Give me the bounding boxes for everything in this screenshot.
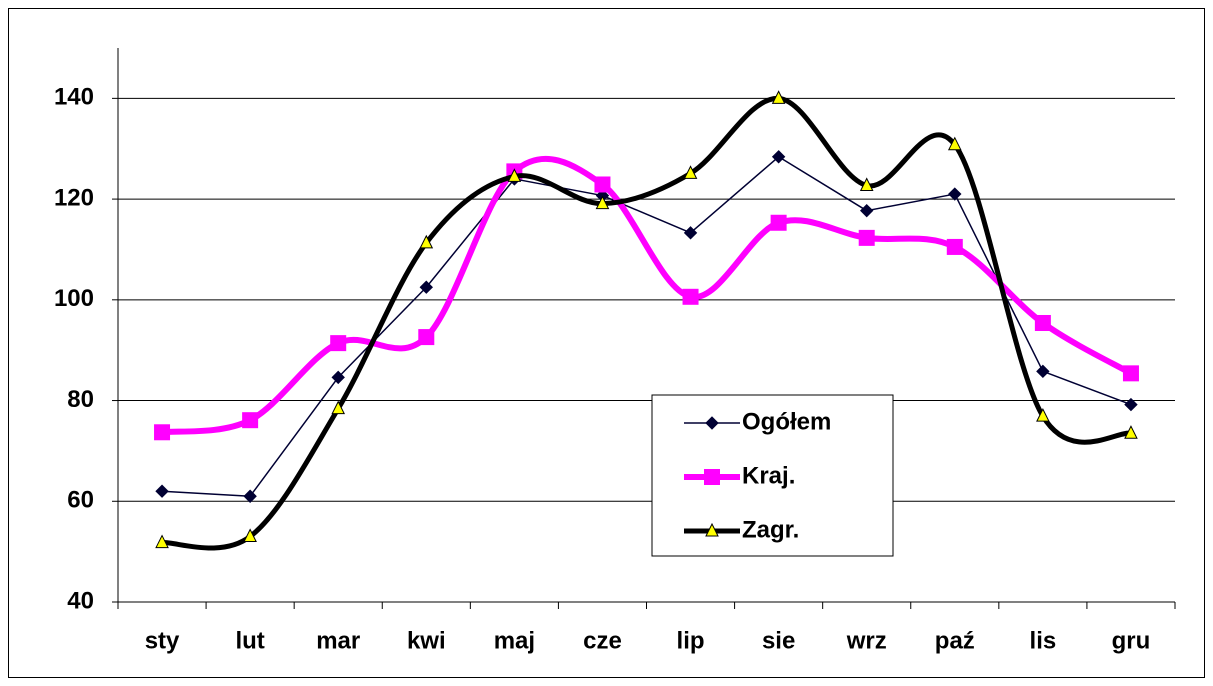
point-marker bbox=[683, 226, 698, 240]
point-marker bbox=[1124, 425, 1138, 439]
point-marker bbox=[948, 187, 962, 201]
point-marker bbox=[594, 176, 611, 193]
x-tick-label: paź bbox=[935, 627, 975, 654]
point-marker bbox=[858, 229, 875, 246]
point-marker bbox=[419, 234, 434, 249]
point-marker bbox=[330, 335, 347, 352]
point-marker bbox=[683, 165, 698, 179]
x-tick-label: sie bbox=[762, 627, 795, 654]
point-marker bbox=[946, 238, 963, 255]
legend-label: Kraj. bbox=[742, 462, 795, 489]
point-marker bbox=[1034, 314, 1051, 331]
point-marker bbox=[242, 412, 259, 429]
point-marker bbox=[1036, 364, 1050, 379]
point-marker bbox=[155, 484, 169, 498]
point-marker bbox=[859, 177, 874, 191]
point-marker bbox=[1036, 408, 1050, 422]
y-tick-label: 140 bbox=[54, 84, 94, 111]
x-tick-label: lip bbox=[677, 627, 705, 654]
point-marker bbox=[155, 534, 169, 549]
point-marker bbox=[682, 288, 699, 305]
point-marker bbox=[1122, 365, 1139, 382]
legend-marker bbox=[705, 522, 719, 537]
point-marker bbox=[771, 150, 786, 164]
legend-label: Ogółem bbox=[742, 408, 831, 435]
point-marker bbox=[331, 370, 345, 385]
x-tick-label: kwi bbox=[407, 627, 446, 654]
series-line bbox=[161, 156, 1132, 497]
y-tick-label: 40 bbox=[67, 587, 94, 614]
chart-frame bbox=[8, 8, 1205, 678]
legend-label: Zagr. bbox=[742, 516, 799, 543]
y-tick-label: 60 bbox=[67, 487, 94, 514]
point-marker bbox=[418, 329, 435, 346]
x-tick-label: gru bbox=[1112, 627, 1151, 654]
y-tick-label: 100 bbox=[54, 285, 94, 312]
x-tick-label: cze bbox=[583, 627, 622, 654]
x-tick-label: mar bbox=[316, 627, 360, 654]
point-marker bbox=[419, 280, 433, 294]
legend-marker bbox=[704, 469, 720, 485]
point-marker bbox=[771, 90, 786, 104]
x-tick-label: sty bbox=[145, 627, 180, 654]
y-tick-label: 120 bbox=[54, 184, 94, 211]
point-marker bbox=[595, 195, 610, 210]
point-marker bbox=[1124, 397, 1138, 412]
y-tick-label: 80 bbox=[67, 386, 94, 413]
point-marker bbox=[243, 489, 257, 503]
point-marker bbox=[770, 214, 787, 231]
legend-marker bbox=[705, 416, 719, 430]
point-marker bbox=[947, 136, 962, 151]
point-marker bbox=[154, 424, 171, 441]
point-marker bbox=[243, 528, 257, 543]
x-tick-label: lis bbox=[1030, 627, 1057, 654]
point-marker bbox=[507, 168, 522, 182]
x-tick-label: wrz bbox=[846, 627, 887, 654]
point-marker bbox=[860, 203, 874, 218]
point-marker bbox=[331, 400, 346, 415]
x-tick-label: lut bbox=[235, 627, 264, 654]
x-tick-label: maj bbox=[494, 627, 535, 654]
